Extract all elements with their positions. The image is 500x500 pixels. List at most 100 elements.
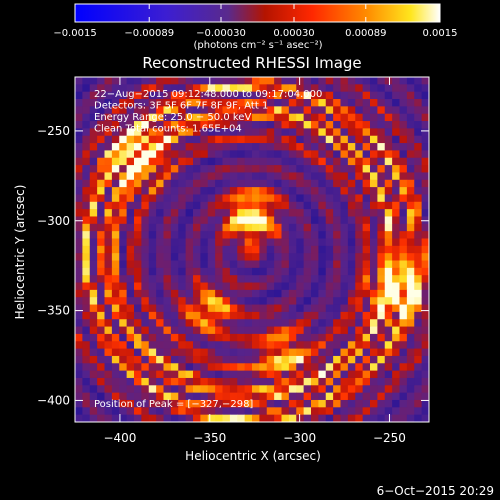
heatmap-cell xyxy=(178,84,187,93)
heatmap-cell xyxy=(215,99,223,107)
heatmap-cell xyxy=(303,91,312,100)
heatmap-cell xyxy=(148,260,157,269)
heatmap-cell xyxy=(311,216,319,225)
heatmap-cell xyxy=(362,238,371,247)
heatmap-cell xyxy=(266,187,275,195)
heatmap-cell xyxy=(222,216,231,225)
heatmap-cell xyxy=(384,348,393,357)
heatmap-cell xyxy=(178,348,187,357)
heatmap-cell xyxy=(104,333,113,342)
heatmap-cell xyxy=(406,157,415,166)
heatmap-cell xyxy=(266,150,275,159)
heatmap-cell xyxy=(126,216,135,225)
heatmap-cell xyxy=(229,407,238,416)
heatmap-cell xyxy=(414,209,423,217)
heatmap-cell xyxy=(229,209,238,217)
heatmap-cell xyxy=(362,333,371,342)
heatmap-cell xyxy=(170,99,179,107)
heatmap-cell xyxy=(303,143,312,151)
heatmap-cell xyxy=(414,150,423,159)
heatmap-cell xyxy=(259,311,268,320)
heatmap-cell xyxy=(318,157,327,166)
heatmap-cell xyxy=(237,355,246,364)
heatmap-cell xyxy=(207,399,216,408)
heatmap-cell xyxy=(259,187,268,195)
heatmap-cell xyxy=(392,304,400,313)
heatmap-cell xyxy=(370,333,378,342)
heatmap-cell xyxy=(75,165,83,173)
heatmap-cell xyxy=(75,121,83,129)
heatmap-cell xyxy=(244,201,253,210)
heatmap-cell xyxy=(406,165,415,173)
heatmap-cell xyxy=(281,150,290,159)
heatmap-cell xyxy=(141,392,150,401)
heatmap-cell xyxy=(325,304,334,313)
heatmap-cell xyxy=(266,135,275,144)
heatmap-cell xyxy=(170,150,179,159)
heatmap-cell xyxy=(229,84,238,93)
heatmap-cell xyxy=(89,304,98,313)
heatmap-cell xyxy=(333,223,341,232)
heatmap-cell xyxy=(414,341,423,349)
heatmap-cell xyxy=(370,194,378,203)
heatmap-cell xyxy=(288,333,297,342)
heatmap-cell xyxy=(392,121,400,129)
heatmap-cell xyxy=(377,297,386,305)
heatmap-cell xyxy=(355,289,364,298)
heatmap-cell xyxy=(148,326,157,335)
annotation-line: 22−Aug−2015 09:12:48.000 to 09:17:04.000 xyxy=(94,89,322,100)
heatmap-cell xyxy=(421,113,429,122)
heatmap-cell xyxy=(325,319,334,327)
heatmap-cell xyxy=(222,231,231,239)
heatmap-cell xyxy=(406,363,415,372)
heatmap-cell xyxy=(148,179,157,188)
heatmap-cell xyxy=(185,392,194,401)
heatmap-cell xyxy=(126,84,135,93)
heatmap-cell xyxy=(89,253,98,261)
heatmap-cell xyxy=(119,143,128,151)
heatmap-cell xyxy=(325,407,334,416)
heatmap-cell xyxy=(362,363,371,372)
heatmap-cell xyxy=(170,253,179,261)
heatmap-cell xyxy=(134,304,142,313)
heatmap-cell xyxy=(229,113,238,122)
heatmap-cell xyxy=(178,231,187,239)
heatmap-cell xyxy=(170,392,179,401)
heatmap-cell xyxy=(340,157,349,166)
heatmap-cell xyxy=(229,179,238,188)
heatmap-cell xyxy=(325,165,334,173)
heatmap-cell xyxy=(347,201,356,210)
heatmap-cell xyxy=(237,172,246,181)
heatmap-cell xyxy=(178,238,187,247)
heatmap-cell xyxy=(266,260,275,269)
heatmap-cell xyxy=(134,399,142,408)
heatmap-cell xyxy=(126,121,135,129)
heatmap-cell xyxy=(89,179,98,188)
heatmap-cell xyxy=(377,143,386,151)
heatmap-cell xyxy=(318,209,327,217)
heatmap-cell xyxy=(207,245,216,254)
heatmap-cell xyxy=(207,267,216,276)
heatmap-cell xyxy=(237,407,246,416)
heatmap-cell xyxy=(193,253,201,261)
heatmap-cell xyxy=(178,157,187,166)
heatmap-cell xyxy=(126,289,135,298)
heatmap-cell xyxy=(347,121,356,129)
heatmap-cell xyxy=(303,187,312,195)
heatmap-cell xyxy=(200,267,209,276)
heatmap-cell xyxy=(333,260,341,269)
heatmap-cell xyxy=(97,297,105,305)
heatmap-cell xyxy=(399,275,408,283)
heatmap-cell xyxy=(340,99,349,107)
heatmap-cell xyxy=(104,275,113,283)
heatmap-cell xyxy=(311,363,319,372)
heatmap-cell xyxy=(178,311,187,320)
heatmap-cell xyxy=(126,209,135,217)
heatmap-cell xyxy=(215,238,223,247)
heatmap-cell xyxy=(207,77,216,85)
heatmap-cell xyxy=(340,209,349,217)
heatmap-cell xyxy=(406,414,415,422)
heatmap-cell xyxy=(126,135,135,144)
heatmap-cell xyxy=(119,172,128,181)
